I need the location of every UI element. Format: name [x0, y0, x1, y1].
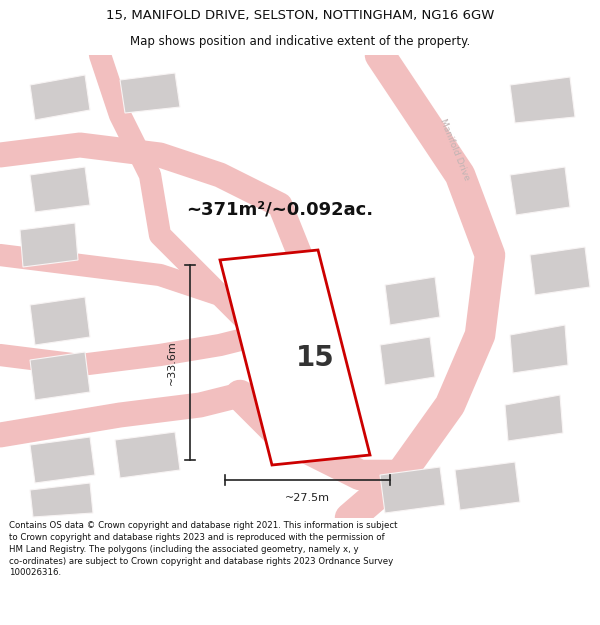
- Polygon shape: [30, 167, 90, 212]
- Polygon shape: [385, 277, 440, 325]
- Polygon shape: [510, 167, 570, 215]
- Text: Manifold Drive: Manifold Drive: [439, 118, 472, 182]
- Text: Manifold Drive: Manifold Drive: [277, 432, 343, 458]
- Text: 15: 15: [296, 344, 334, 371]
- Polygon shape: [30, 297, 90, 345]
- Polygon shape: [30, 352, 90, 400]
- Polygon shape: [20, 223, 78, 267]
- Text: ~27.5m: ~27.5m: [285, 493, 330, 503]
- Polygon shape: [120, 73, 180, 113]
- Polygon shape: [530, 247, 590, 295]
- Text: ~371m²/~0.092ac.: ~371m²/~0.092ac.: [187, 201, 374, 219]
- Text: 15, MANIFOLD DRIVE, SELSTON, NOTTINGHAM, NG16 6GW: 15, MANIFOLD DRIVE, SELSTON, NOTTINGHAM,…: [106, 9, 494, 22]
- Polygon shape: [115, 432, 180, 478]
- Polygon shape: [510, 325, 568, 373]
- Text: Map shows position and indicative extent of the property.: Map shows position and indicative extent…: [130, 35, 470, 48]
- Polygon shape: [30, 437, 95, 483]
- Polygon shape: [380, 467, 445, 513]
- Polygon shape: [30, 75, 90, 120]
- Text: Contains OS data © Crown copyright and database right 2021. This information is : Contains OS data © Crown copyright and d…: [9, 521, 398, 578]
- Polygon shape: [30, 483, 93, 517]
- Polygon shape: [220, 250, 370, 465]
- Polygon shape: [510, 77, 575, 123]
- Polygon shape: [455, 462, 520, 510]
- Text: ~33.6m: ~33.6m: [167, 340, 177, 385]
- Polygon shape: [380, 337, 435, 385]
- Polygon shape: [505, 395, 563, 441]
